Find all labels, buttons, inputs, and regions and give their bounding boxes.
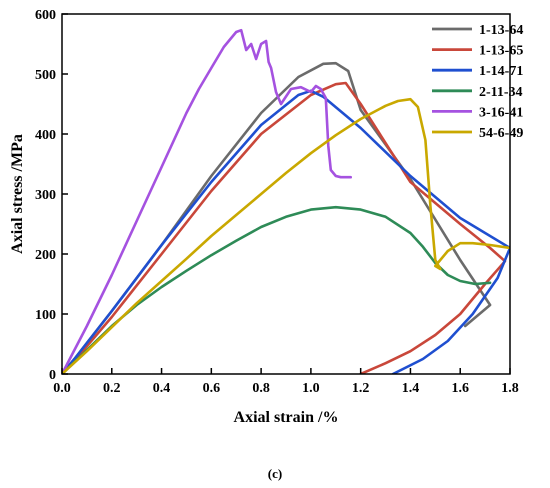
x-tick-label: 1.2 [352, 381, 370, 396]
y-axis-title: Axial stress /MPa [9, 134, 26, 254]
y-tick-label: 300 [35, 188, 56, 203]
x-axis-title: Axial strain /% [234, 409, 339, 426]
y-tick-label: 0 [49, 368, 56, 383]
y-tick-label: 200 [35, 248, 56, 263]
legend-label: 54-6-49 [479, 126, 523, 141]
axes-layer [61, 13, 511, 375]
y-tick-label: 500 [35, 68, 56, 83]
y-tick-label: 100 [35, 308, 56, 323]
legend-label: 1-14-71 [479, 64, 523, 79]
x-tick-label: 1.8 [501, 381, 519, 396]
x-tick-label: 0.2 [103, 381, 121, 396]
series-line-54-6-49 [62, 97, 510, 374]
series-line-3-16-41 [62, 28, 352, 374]
x-tick-label: 1.6 [451, 381, 469, 396]
x-tick-label: 0.8 [252, 381, 270, 396]
legend-label: 1-13-65 [479, 44, 523, 59]
legend: 1-13-64 1-13-65 1-14-71 2-11-34 3-16-41 54-6-… [432, 23, 523, 141]
legend-label: 3-16-41 [479, 105, 523, 120]
x-tick-label: 1.0 [302, 381, 320, 396]
series-line-2-11-34 [62, 205, 492, 374]
legend-label: 2-11-34 [479, 85, 523, 100]
series-line-1-13-65 [62, 81, 507, 374]
figure-caption: (c) [268, 466, 282, 481]
series-line-1-13-64 [62, 61, 492, 374]
series-line-1-14-71 [62, 89, 510, 374]
x-tick-label: 0.0 [53, 381, 71, 396]
y-tick-label: 400 [35, 128, 56, 143]
series-layer [62, 28, 510, 374]
plot-frame [61, 13, 511, 375]
x-tick-label: 0.4 [153, 381, 171, 396]
series-lines [62, 28, 510, 374]
ticks-layer: 0.0 0.2 0.4 0.6 0.8 1.0 1.2 1.4 1.6 1.8 0 100 200 300… [35, 8, 519, 396]
x-tick-label: 0.6 [203, 381, 221, 396]
y-tick-label: 600 [35, 8, 56, 23]
x-tick-label: 1.4 [402, 381, 420, 396]
legend-label: 1-13-64 [479, 23, 523, 38]
